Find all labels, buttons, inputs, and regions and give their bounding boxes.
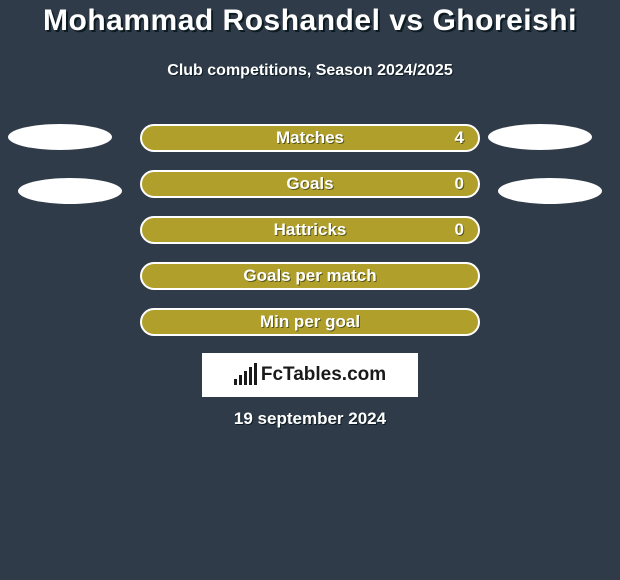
- logo-box: FcTables.com: [202, 353, 418, 397]
- decor-ellipse-1: [488, 124, 592, 150]
- stat-bar: Goals0: [140, 170, 480, 198]
- stat-value-right: 0: [455, 174, 464, 194]
- stat-label: Goals: [142, 174, 478, 194]
- stat-label: Hattricks: [142, 220, 478, 240]
- subtitle: Club competitions, Season 2024/2025: [0, 62, 620, 80]
- stat-bar: Min per goal: [140, 308, 480, 336]
- stat-value-right: 0: [455, 220, 464, 240]
- stat-bar: Hattricks0: [140, 216, 480, 244]
- stat-label: Matches: [142, 128, 478, 148]
- comparison-infographic: Mohammad Roshandel vs Ghoreishi Club comp…: [0, 0, 620, 580]
- logo-bars-icon: [234, 365, 257, 385]
- stat-label: Min per goal: [142, 312, 478, 332]
- decor-ellipse-2: [18, 178, 122, 204]
- stat-bar: Matches4: [140, 124, 480, 152]
- stat-value-right: 4: [455, 128, 464, 148]
- decor-ellipse-3: [498, 178, 602, 204]
- stat-label: Goals per match: [142, 266, 478, 286]
- page-title: Mohammad Roshandel vs Ghoreishi: [0, 4, 620, 38]
- generated-date: 19 september 2024: [0, 409, 620, 429]
- logo-text: FcTables.com: [261, 364, 386, 386]
- stat-bar: Goals per match: [140, 262, 480, 290]
- decor-ellipse-0: [8, 124, 112, 150]
